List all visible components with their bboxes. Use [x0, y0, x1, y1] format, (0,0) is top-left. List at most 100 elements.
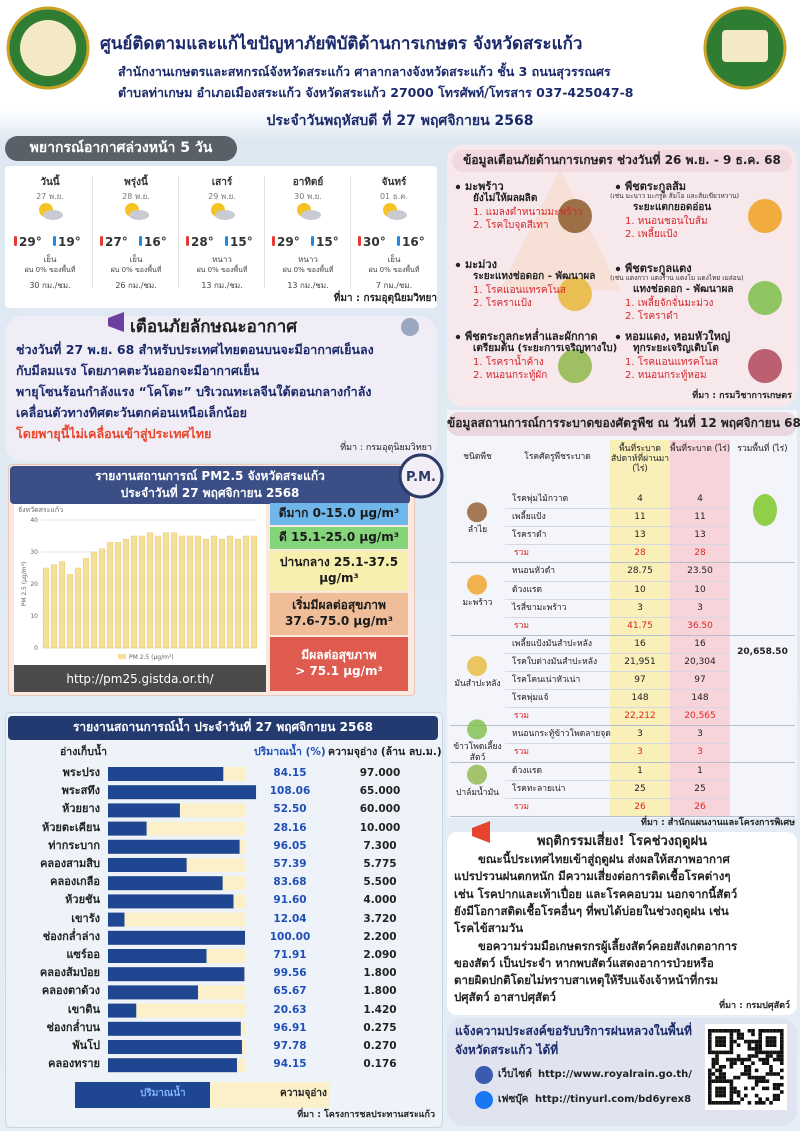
qr-cell [726, 1029, 730, 1033]
facebook-label: เฟซบุ๊ค [498, 1094, 529, 1105]
crop-name: หอมแดง, หอมหัวใหญ่ [625, 330, 731, 343]
qr-cell [769, 1036, 773, 1040]
pm-bar [58, 561, 66, 649]
pest-total-label: รวม [514, 548, 529, 559]
qr-cell [711, 1057, 716, 1062]
qr-cell [708, 1093, 712, 1098]
qr-cell [765, 1036, 770, 1040]
reservoir-name: พระสทึง [61, 784, 100, 798]
qr-cell [708, 1050, 712, 1055]
water-bar [108, 839, 240, 854]
water-capacity: 1.800 [363, 985, 397, 998]
qr-cell [780, 1043, 784, 1047]
weather-condition: เย็น [43, 255, 57, 264]
reservoir-name: ช่องกล่ำบน [46, 1020, 100, 1034]
water-header [8, 716, 438, 740]
qr-cell [747, 1065, 752, 1069]
pest-row-line [505, 797, 730, 799]
reservoir-name: คลองส้มป่อย [39, 966, 100, 980]
pest-col-header: รวมพื้นที่ (ไร่) [737, 444, 788, 454]
water-source: ที่มา : โครงการชลประทานสระแก้ว [297, 1110, 435, 1120]
qr-cell [718, 1090, 723, 1094]
pm-bar [130, 535, 138, 649]
weather-cloud [43, 210, 63, 220]
reservoir-name: ห้วยชัน [65, 893, 100, 907]
qr-cell [715, 1039, 719, 1044]
pest-area: 25 [694, 783, 706, 794]
qr-cell [736, 1090, 741, 1094]
qr-cell [776, 1097, 780, 1101]
qr-cell [715, 1043, 719, 1047]
qr-cell [758, 1050, 762, 1055]
weather-max: 29° [277, 235, 300, 249]
pm-y-tick-label: 10 [30, 613, 38, 620]
pm-level-text: 37.6-75.0 µg/m³ [285, 614, 393, 628]
livestock-line: โรคไข้สามวัน [454, 921, 524, 936]
pest-disease: เพลี้ยแป้งมันสำปะหลัง [512, 638, 593, 649]
weather-condition: เย็น [387, 255, 401, 264]
water-bar [108, 1021, 241, 1036]
header-title: ศูนย์ติดตามและแก้ไขปัญหาภัยพิบัติด้านการ… [100, 34, 583, 54]
crop-note: (เช่น มะนาว มะกรูด ส้มโอ และส้มเขียวหวาน… [610, 192, 740, 200]
crop-note: (เช่น แตงกวา แตงร้าน แตงโม แตงไทย เมล่อน… [610, 274, 744, 282]
qr-cell [718, 1050, 723, 1055]
crop-pest: 2. โรคใบจุดสีเทา [473, 220, 549, 231]
water-capacity: 4.000 [363, 894, 397, 907]
pest-disease: โรคราดำ [512, 530, 547, 541]
qr-cell [751, 1086, 755, 1091]
qr-cell [769, 1065, 773, 1069]
water-bar [108, 876, 223, 891]
thermo-hot [100, 236, 103, 246]
pest-total: 20,565 [684, 711, 716, 722]
qr-cell [740, 1036, 744, 1040]
pest-disease: ไรสี่ขามะพร้าว [512, 602, 567, 613]
pest-area: 3 [697, 729, 703, 740]
crop-stage: ยังไม่ให้ผลผลิต [473, 193, 538, 204]
legend-water: ปริมาณน้ำ [140, 1088, 186, 1099]
pm-bar [210, 535, 218, 649]
thermo-hot [272, 236, 275, 246]
pest-disease: โรคโคนเน่าหัวเน่า [512, 675, 581, 685]
header-line: สำนักงานเกษตรและสหกรณ์จังหวัดสระแก้ว ศาล… [118, 64, 611, 79]
qr-cell [708, 1043, 712, 1047]
qr-cell [718, 1072, 723, 1076]
qr-cell [708, 1032, 712, 1037]
qr-cell [762, 1061, 766, 1065]
crop-stage: เตรียมต้น (ระยะการเจริญทางใบ) [473, 343, 618, 354]
legend-swatch-capacity [210, 1082, 330, 1108]
agri-header [452, 150, 792, 172]
crop-pest: 1. โรคแอนแทรคโนส [625, 357, 718, 368]
weather-date: 28 พ.ย. [122, 192, 150, 201]
qr-cell [762, 1029, 766, 1033]
warning-line: กับมีลมแรง โดยภาคตะวันออกจะมีอากาศเย็น [16, 363, 260, 378]
qr-cell [708, 1068, 712, 1073]
pest-area-prev: 10 [634, 584, 646, 595]
qr-cell [754, 1101, 759, 1105]
crop-stage: ระยะแทงช่อดอก - พัฒนาผล [473, 271, 596, 282]
rain-line: จังหวัดสระแก้ว ได้ที่ [455, 1043, 559, 1057]
qr-cell [736, 1043, 741, 1047]
water-capacity: 5.500 [363, 876, 397, 889]
qr-cell [722, 1043, 726, 1047]
qr-cell [726, 1101, 730, 1105]
qr-cell [729, 1086, 734, 1091]
pest-disease: โรคพุ่มไม้กวาด [512, 494, 569, 504]
pm-chart-title: จังหวัดสระแก้ว [18, 506, 63, 514]
qr-cell [718, 1039, 723, 1044]
pest-area-prev: 4 [637, 494, 643, 504]
pest-total-label: รวม [514, 801, 529, 812]
qr-cell [780, 1083, 784, 1087]
pest-col-header: พื้นที่ระบาด (ไร่) [670, 444, 731, 454]
water-percent: 83.68 [273, 876, 307, 889]
pm-bar [114, 542, 122, 649]
pest-row-line [505, 779, 730, 781]
qr-cell [751, 1029, 755, 1033]
pm-y-tick-label: 30 [30, 549, 38, 556]
qr-cell [751, 1047, 755, 1051]
pm-level [270, 637, 408, 691]
pm-level-text: > 75.1 µg/m³ [295, 664, 383, 678]
livestock-line: ของสัตว์ เป็นประจำ หากพบสัตว์แสดงอาการป่… [454, 955, 714, 970]
qr-cell [754, 1043, 759, 1047]
water-percent: 97.78 [273, 1040, 307, 1052]
weather-day: จันทร์ [381, 177, 407, 188]
